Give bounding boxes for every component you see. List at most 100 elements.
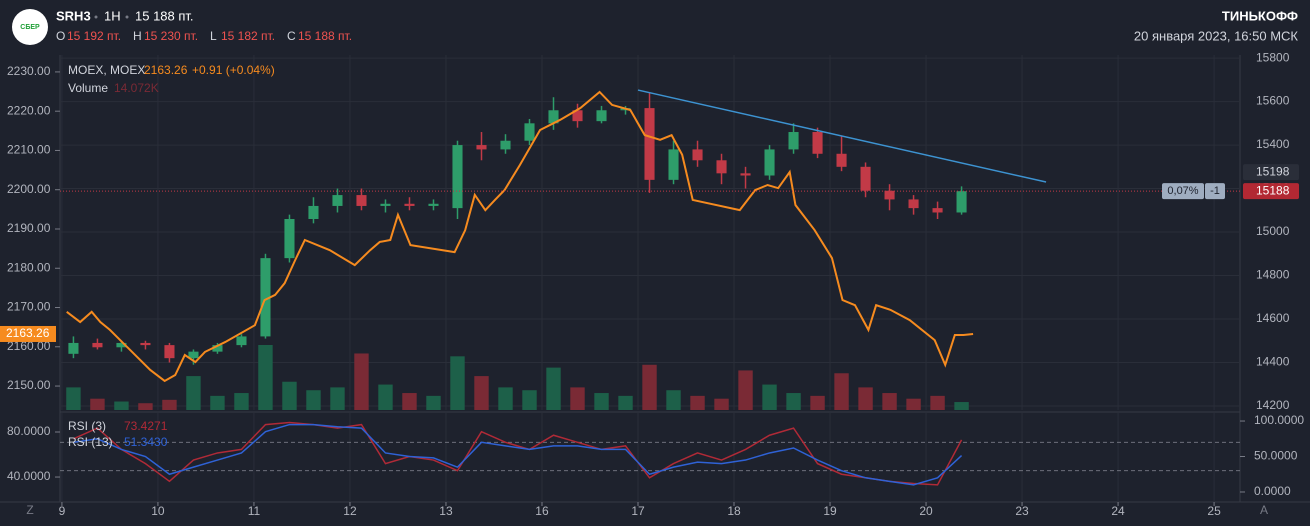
candle-body bbox=[884, 190, 895, 200]
candle-body bbox=[956, 191, 967, 213]
candle-body bbox=[164, 345, 175, 359]
logo-text: СБЕР bbox=[20, 24, 40, 31]
candle-body bbox=[308, 205, 319, 219]
volume-bar bbox=[498, 387, 513, 410]
volume-legend: Volume bbox=[68, 81, 108, 95]
x-tick-label: 17 bbox=[631, 504, 645, 518]
candle-body bbox=[284, 218, 295, 259]
rsi-tick-label: 50.0000 bbox=[1254, 449, 1298, 463]
y2-tick-label: 2170.00 bbox=[7, 300, 51, 314]
corner-button[interactable]: Z bbox=[26, 503, 33, 517]
candle-body bbox=[860, 166, 871, 191]
x-tick-label: 11 bbox=[248, 504, 261, 518]
candle-body bbox=[140, 342, 151, 346]
candle-body bbox=[740, 173, 751, 176]
overlay-legend-change: +0.91 (+0.04%) bbox=[192, 63, 275, 77]
y-tick-label: 15800 bbox=[1256, 50, 1290, 64]
quote-change: 0,07% bbox=[1167, 185, 1198, 197]
last-price-box bbox=[1243, 183, 1299, 200]
candle-body bbox=[836, 153, 847, 167]
volume-bar bbox=[522, 390, 537, 410]
candle-body bbox=[548, 110, 559, 124]
volume-bar bbox=[306, 390, 321, 410]
quote-box bbox=[1243, 164, 1299, 181]
candle-body bbox=[332, 195, 343, 206]
y-tick-label: 14800 bbox=[1256, 268, 1290, 282]
rsi-tick-label: 80.0000 bbox=[7, 424, 51, 438]
volume-bar bbox=[330, 387, 345, 410]
overlay-price-box bbox=[0, 325, 56, 342]
candle-body bbox=[596, 110, 607, 122]
separator bbox=[125, 15, 129, 19]
x-tick-label: 12 bbox=[343, 504, 357, 518]
candle-body bbox=[764, 149, 775, 176]
rsi-legend-value: 51.3430 bbox=[124, 435, 168, 449]
ohlc-key: C bbox=[287, 29, 296, 43]
y-tick-label: 14600 bbox=[1256, 311, 1290, 325]
x-tick-label: 23 bbox=[1015, 504, 1029, 518]
volume-bar bbox=[738, 370, 753, 410]
y2-tick-label: 2150.00 bbox=[7, 378, 51, 392]
volume-bar bbox=[258, 345, 273, 410]
rsi-legend-value: 73.4271 bbox=[124, 419, 168, 433]
ohlc-key: O bbox=[56, 29, 65, 43]
candle-body bbox=[668, 149, 679, 180]
x-tick-label: 24 bbox=[1111, 504, 1125, 518]
quote-box bbox=[1205, 183, 1225, 200]
volume-bar bbox=[954, 402, 969, 410]
ohlc-value: 15 192 пт. bbox=[67, 29, 121, 43]
rsi-tick-label: 0.0000 bbox=[1254, 484, 1291, 498]
trendline bbox=[637, 89, 1047, 183]
candle-body bbox=[212, 345, 223, 352]
candle-body bbox=[428, 203, 439, 206]
rsi-legend: RSI (3) bbox=[68, 419, 106, 433]
volume-bar bbox=[762, 384, 777, 410]
rsi-tick-label: 40.0000 bbox=[7, 469, 51, 483]
datetime: 20 января 2023, 16:50 МСК bbox=[1134, 28, 1299, 43]
rsi-legend: RSI (13) bbox=[68, 435, 113, 449]
x-tick-label: 19 bbox=[823, 504, 837, 518]
quote-label: 15198 bbox=[1256, 164, 1290, 178]
volume-bar bbox=[450, 356, 465, 410]
candle-body bbox=[812, 132, 823, 154]
candle-body bbox=[452, 145, 463, 209]
volume-bar bbox=[858, 387, 873, 410]
x-tick-label: 25 bbox=[1207, 504, 1221, 518]
overlay-legend-value: 2163.26 bbox=[144, 63, 188, 77]
candle-body bbox=[644, 108, 655, 180]
interval: 1H bbox=[104, 8, 121, 23]
quote-diff: -1 bbox=[1210, 185, 1220, 197]
volume-bar bbox=[234, 393, 249, 410]
volume-bar bbox=[402, 393, 417, 410]
volume-bar bbox=[666, 390, 681, 410]
ohlc-value: 15 230 пт. bbox=[144, 29, 198, 43]
volume-bar bbox=[474, 376, 489, 410]
volume-legend-value: 14.072K bbox=[114, 81, 159, 95]
y-tick-label: 15600 bbox=[1256, 94, 1290, 108]
volume-bar bbox=[786, 393, 801, 410]
y2-tick-label: 2220.00 bbox=[7, 103, 51, 117]
broker: ТИНЬКОФФ bbox=[1222, 8, 1298, 23]
quote-box bbox=[1162, 183, 1204, 200]
separator bbox=[94, 15, 98, 19]
volume-bar bbox=[906, 398, 921, 410]
y-tick-label: 14200 bbox=[1256, 398, 1290, 412]
candle-body bbox=[500, 140, 511, 150]
corner-button[interactable]: A bbox=[1260, 503, 1268, 517]
y2-tick-label: 2180.00 bbox=[7, 260, 51, 274]
logo bbox=[12, 9, 48, 45]
volume-bar bbox=[834, 373, 849, 410]
y-tick-label: 14400 bbox=[1256, 355, 1290, 369]
overlay-legend: MOEX, MOEX bbox=[68, 63, 145, 77]
candle-body bbox=[92, 342, 103, 348]
volume-bar bbox=[714, 398, 729, 410]
candle-body bbox=[380, 203, 391, 206]
volume-bar bbox=[90, 398, 105, 410]
candle-body bbox=[356, 195, 367, 206]
candle-body bbox=[116, 342, 127, 348]
candle-body bbox=[404, 203, 415, 206]
volume-bar bbox=[618, 395, 633, 410]
